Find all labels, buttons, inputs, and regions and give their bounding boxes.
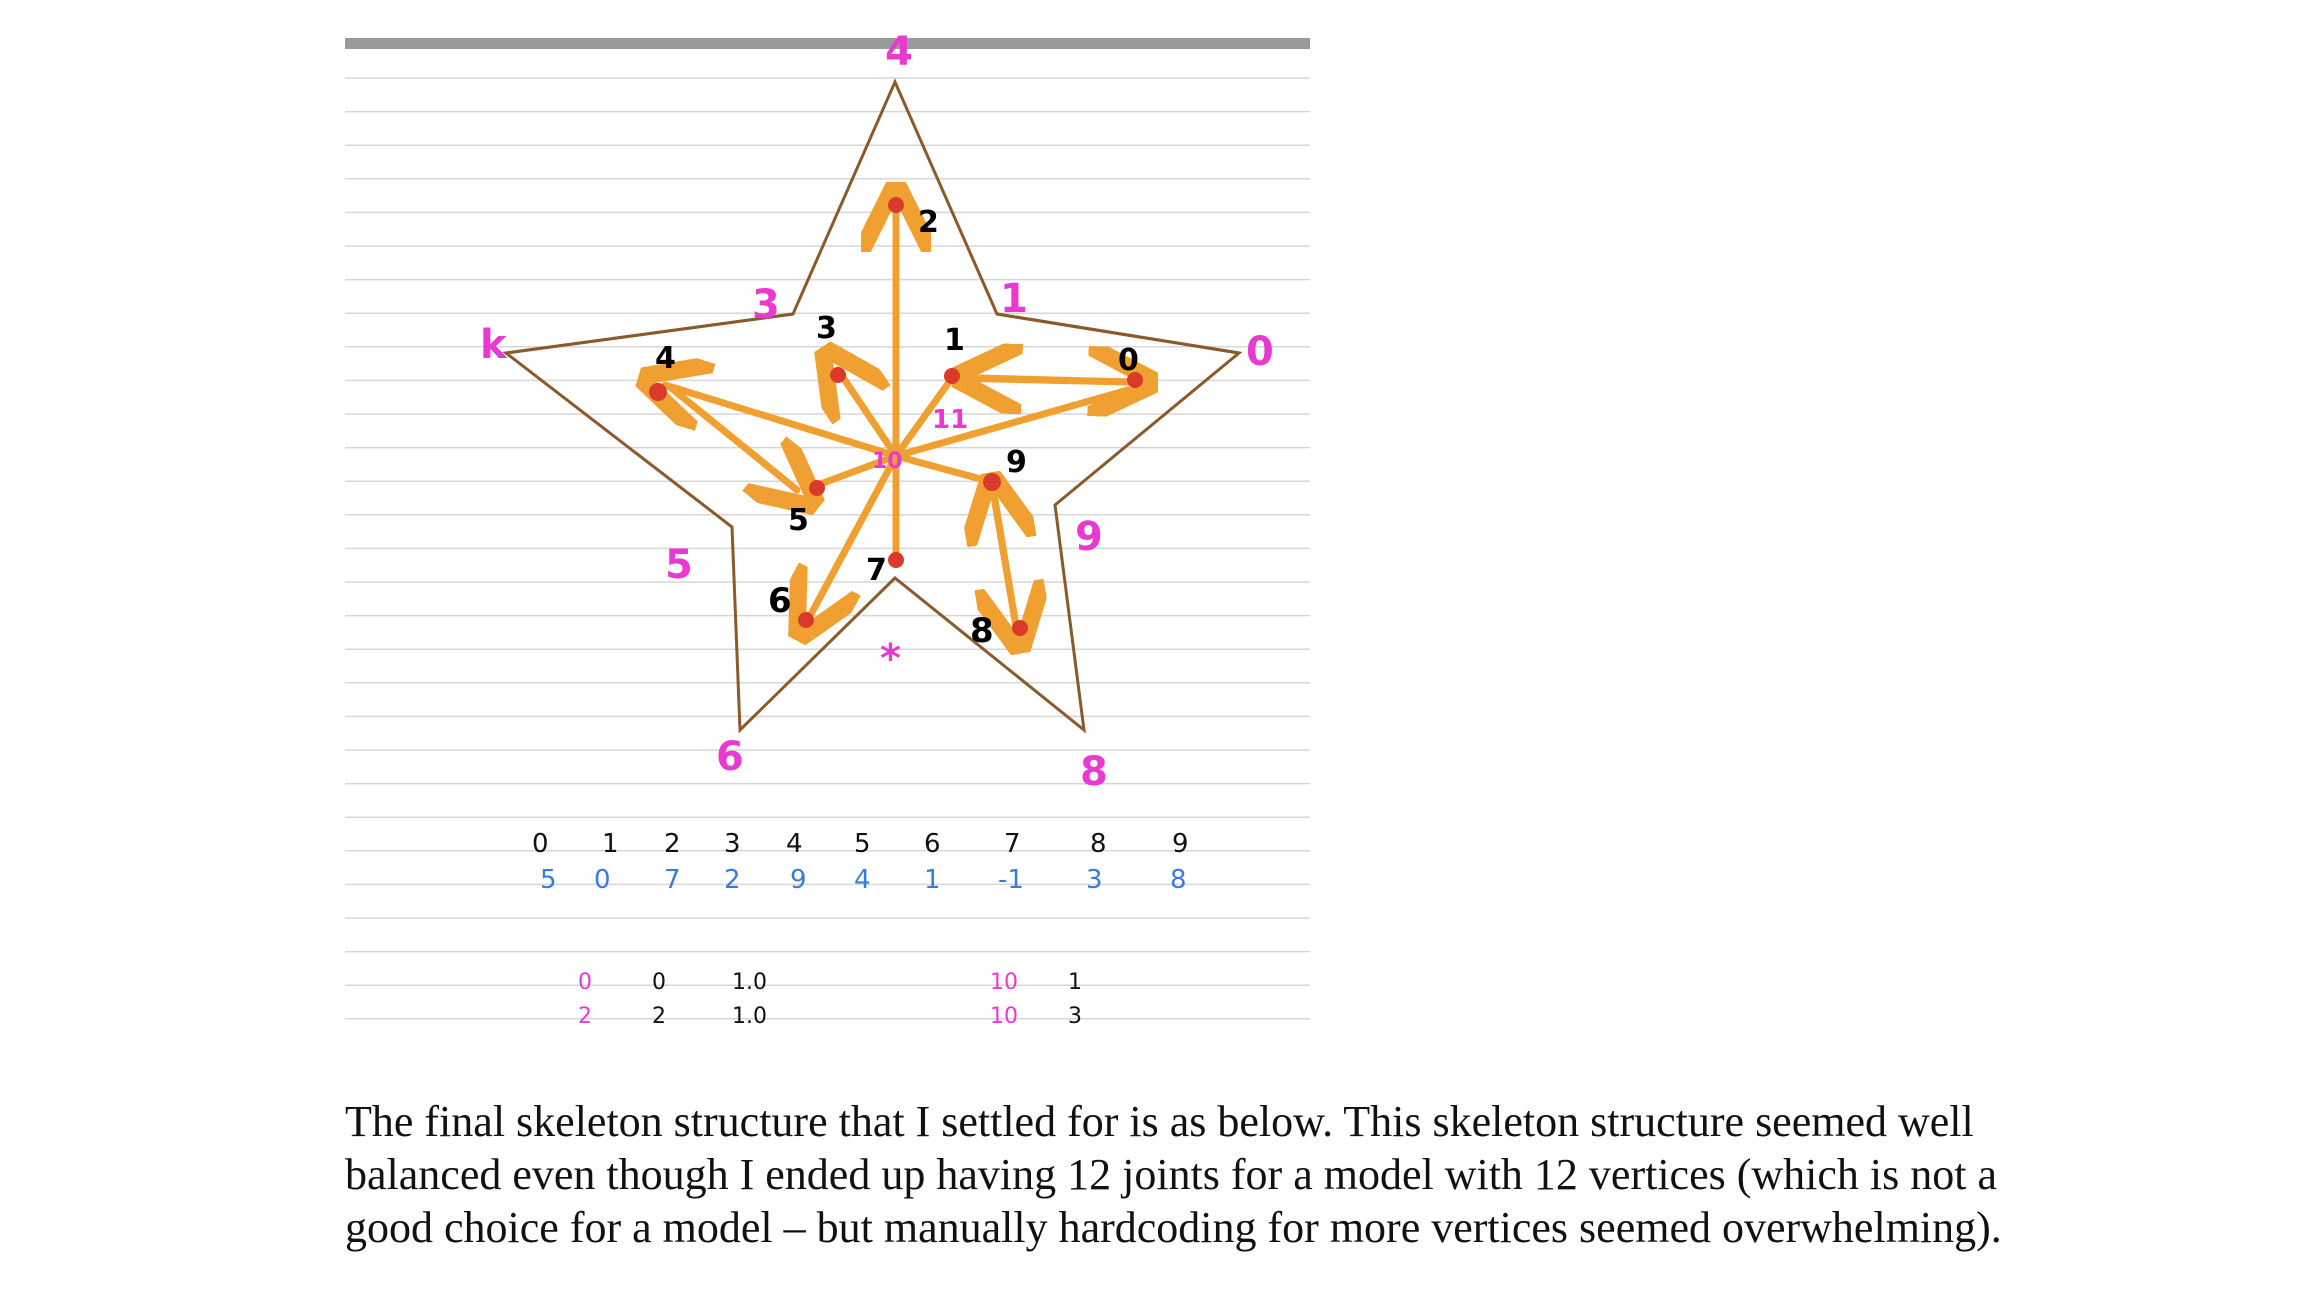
- bone-10-5: [811, 452, 900, 490]
- vertex-label-left: k: [480, 322, 508, 368]
- vertex-label-right: 0: [1246, 329, 1274, 375]
- joint-label-11: 11: [932, 405, 968, 435]
- joint-3: [830, 367, 846, 383]
- vertex-label-top: 4: [885, 29, 913, 75]
- joint-8: [1012, 620, 1028, 636]
- bone-10-9: [892, 452, 992, 485]
- weight-cell: 3: [1068, 1004, 1082, 1029]
- top-bar: [345, 38, 1310, 49]
- table-cell: -1: [998, 865, 1024, 895]
- index-table-row-1: 0 1 2 3 4 5 6 7 8 9: [532, 829, 1189, 859]
- weight-cell: 1.0: [732, 970, 767, 995]
- star-inner-lines: [505, 312, 1240, 355]
- bone-10-4: [665, 385, 900, 460]
- joint-labels: 2 3 1 0 4 9 5 7 6 8 10 11: [655, 205, 1139, 651]
- joint-label-10: 10: [872, 449, 903, 474]
- table-cell: 4: [854, 865, 871, 895]
- weight-cell: 2: [578, 1004, 592, 1029]
- table-cell: 2: [724, 865, 741, 895]
- table-cell: 1: [602, 829, 619, 859]
- bone-4-5: [666, 383, 797, 490]
- joint-0: [1127, 372, 1143, 388]
- joint-6: [798, 612, 814, 628]
- bone-10-6: [810, 452, 900, 616]
- table-cell: 9: [1172, 829, 1189, 859]
- joint-2: [888, 197, 904, 213]
- skeleton-diagram: 2 3 1 0 4 9 5 7 6 8 10 11 4 k 0 3 1 5 9 …: [345, 29, 1310, 1029]
- vertex-label-lower-right: 9: [1075, 514, 1103, 560]
- bone-10-11: [892, 374, 956, 460]
- joint-label-1: 1: [944, 323, 965, 358]
- joint-label-6: 6: [768, 581, 792, 621]
- vertex-label-lower-left: 5: [665, 542, 693, 588]
- notebook-ruled-lines: [345, 77, 1310, 1020]
- joint-4: [649, 383, 667, 401]
- table-cell: 0: [532, 829, 549, 859]
- joint-label-3: 3: [816, 311, 837, 346]
- weight-cell: 1.0: [732, 1004, 767, 1029]
- vertex-label-bottom: *: [880, 636, 901, 682]
- table-cell: 2: [664, 829, 681, 859]
- table-cell: 1: [924, 865, 941, 895]
- table-cell: 0: [594, 865, 611, 895]
- table-cell: 4: [786, 829, 803, 859]
- joint-11: [944, 368, 960, 384]
- skeleton-bones: [665, 210, 1130, 626]
- weight-cell: 2: [652, 1004, 666, 1029]
- weight-cell: 10: [990, 1004, 1018, 1029]
- table-cell: 5: [540, 865, 557, 895]
- table-cell: 5: [854, 829, 871, 859]
- joint-label-9: 9: [1006, 445, 1027, 480]
- vertex-label-upper-left: 3: [752, 282, 780, 328]
- table-cell: 8: [1170, 865, 1187, 895]
- table-cell: 7: [1004, 829, 1021, 859]
- body-paragraph: The final skeleton structure that I sett…: [345, 1097, 2002, 1252]
- vertex-labels: 4 k 0 3 1 5 9 * 6 8: [480, 29, 1274, 795]
- table-cell: 7: [664, 865, 681, 895]
- weight-cell: 0: [652, 970, 666, 995]
- vertex-label-upper-right: 1: [1000, 276, 1028, 322]
- vertex-label-bottom-left: 6: [716, 734, 744, 780]
- skeleton-joints: [649, 197, 1143, 636]
- table-cell: 8: [1090, 829, 1107, 859]
- table-cell: 6: [924, 829, 941, 859]
- joint-label-4: 4: [655, 341, 676, 376]
- joint-label-7: 7: [866, 553, 887, 588]
- joint-label-8: 8: [970, 611, 994, 651]
- table-cell: 3: [724, 829, 741, 859]
- vertex-label-bottom-right: 8: [1080, 749, 1108, 795]
- weight-table: 0 0 1.0 10 1 2 2 1.0 10 3: [578, 970, 1082, 1029]
- bone-10-0: [892, 386, 1132, 460]
- bone-10-3: [838, 370, 900, 460]
- table-cell: 3: [1086, 865, 1103, 895]
- table-cell: 9: [790, 865, 807, 895]
- weight-cell: 0: [578, 970, 592, 995]
- weight-cell: 1: [1068, 970, 1082, 995]
- index-table-row-2: 5 0 7 2 9 4 1 -1 3 8: [540, 865, 1187, 895]
- joint-label-2: 2: [918, 205, 939, 240]
- joint-5: [809, 480, 825, 496]
- bone-8-9: [995, 500, 1016, 630]
- joint-7: [888, 552, 904, 568]
- joint-9: [983, 473, 1001, 491]
- joint-label-5: 5: [788, 503, 809, 538]
- bone-0-11: [980, 378, 1134, 382]
- joint-label-0: 0: [1118, 343, 1139, 378]
- weight-cell: 10: [990, 970, 1018, 995]
